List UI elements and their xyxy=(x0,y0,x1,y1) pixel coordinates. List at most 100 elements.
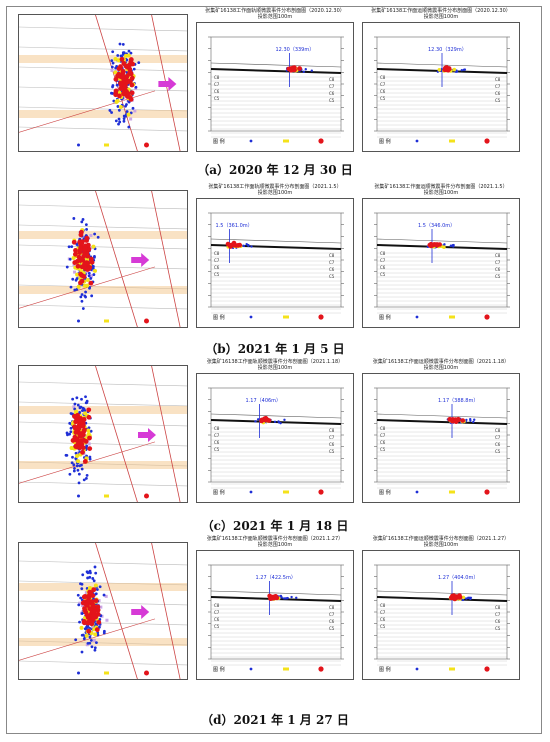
microseismic-event-high xyxy=(81,427,87,433)
microseismic-event-low xyxy=(110,59,114,62)
legend-blue-dot xyxy=(415,315,419,319)
microseismic-event-high xyxy=(92,609,97,615)
event-marker xyxy=(97,599,101,603)
legend-yellow-swatch xyxy=(104,494,109,498)
microseismic-event-high xyxy=(428,242,434,248)
microseismic-event-high xyxy=(74,428,80,434)
microseismic-event-mid xyxy=(437,67,442,72)
section-title-line1: 张集矿16138工作面运顺微震事件分布剖面图（2021.1.27） xyxy=(372,536,510,542)
stratum-label: C7 xyxy=(214,610,220,615)
microseismic-event-high xyxy=(113,88,119,94)
microseismic-event-low xyxy=(85,401,89,404)
microseismic-event-low xyxy=(75,243,79,246)
stratum-label: C8 xyxy=(380,251,386,256)
event-marker xyxy=(110,68,114,72)
plan-view-panel xyxy=(18,190,188,328)
mine-roadway-line xyxy=(19,600,187,606)
event-marker xyxy=(91,268,95,272)
microseismic-event-low xyxy=(111,92,114,95)
microseismic-event-high xyxy=(80,257,86,263)
microseismic-event-high xyxy=(118,80,123,86)
section-title: 张集矿16138工作面运顺微震事件分布剖面图（2021.1.27） 投影范围100… xyxy=(362,536,520,548)
stratum-label: C5 xyxy=(214,624,220,629)
microseismic-event-high xyxy=(268,596,273,601)
microseismic-event-low xyxy=(78,464,82,468)
legend-red-dot xyxy=(144,493,149,499)
stratum-label: C8 xyxy=(495,605,501,610)
mine-roadway-line xyxy=(19,204,187,210)
microseismic-event-low xyxy=(72,217,76,220)
microseismic-event-low xyxy=(71,397,75,401)
stratum-label: C7 xyxy=(214,433,220,438)
microseismic-event-high xyxy=(127,94,133,100)
microseismic-event-low xyxy=(80,397,83,401)
microseismic-event-high xyxy=(86,407,92,413)
legend-red-dot xyxy=(144,318,149,324)
microseismic-event-high xyxy=(79,273,85,278)
coal-panel-band xyxy=(19,638,187,646)
microseismic-event-low xyxy=(78,620,81,624)
microseismic-event-high xyxy=(95,611,101,617)
stratum-label: C8 xyxy=(329,253,335,258)
microseismic-event-high xyxy=(86,628,92,634)
microseismic-event-low xyxy=(88,575,92,579)
section-title-line1: 张集矿16138工作面轨顺微震事件分布剖面图（2021.1.27） xyxy=(206,536,344,542)
microseismic-event-mid xyxy=(113,57,118,62)
stratum-label: C8 xyxy=(214,426,220,431)
microseismic-event-low xyxy=(72,469,76,473)
microseismic-event-low xyxy=(77,472,81,476)
microseismic-event-low xyxy=(77,603,81,607)
plot-area xyxy=(376,387,508,483)
microseismic-event-high xyxy=(82,459,88,464)
microseismic-event-mid xyxy=(75,272,80,277)
microseismic-event-high xyxy=(113,76,119,82)
stratum-label: C7 xyxy=(329,612,335,617)
microseismic-event-high xyxy=(96,619,102,625)
coal-panel-band xyxy=(19,110,187,118)
microseismic-event-low xyxy=(73,466,76,470)
stratum-label: C8 xyxy=(495,253,501,258)
microseismic-event-high xyxy=(446,66,452,72)
microseismic-event-low xyxy=(112,99,116,103)
microseismic-event-high xyxy=(85,620,91,626)
stratum-label: C8 xyxy=(329,77,335,82)
microseismic-event-high xyxy=(72,251,78,257)
advance-direction-arrow xyxy=(131,253,150,267)
microseismic-event-low xyxy=(85,444,89,448)
microseismic-event-low xyxy=(87,274,91,278)
stratum-label: C5 xyxy=(329,98,335,103)
microseismic-event-low xyxy=(79,405,83,409)
stratum-label: C6 xyxy=(214,89,220,94)
microseismic-event-high xyxy=(81,417,87,422)
section-title-line1: 张集矿16138工作面运顺微震事件分布剖面图（2020.12.30） xyxy=(371,8,511,14)
microseismic-event-low xyxy=(102,593,106,597)
stratum-label: C6 xyxy=(380,440,386,445)
coal-panel-band xyxy=(19,461,187,469)
section-title-line1: 张集矿16138工作面轨顺微震事件分布剖面图（2020.12.30） xyxy=(205,8,345,14)
microseismic-event-low xyxy=(68,432,72,436)
microseismic-event-low xyxy=(87,426,91,430)
microseismic-event-high xyxy=(93,598,99,604)
microseismic-event-high xyxy=(95,604,101,610)
microseismic-event-high xyxy=(73,248,78,253)
legend-yellow-swatch xyxy=(449,315,455,319)
stratum-label: C6 xyxy=(380,265,386,270)
stratum-label: C8 xyxy=(329,428,335,433)
microseismic-event-low xyxy=(90,294,94,298)
stratum-label: C5 xyxy=(214,272,220,277)
microseismic-event-low xyxy=(131,106,135,110)
section-title: 张集矿16138工作面运顺微震事件分布剖面图（2020.12.30） 投影范围10… xyxy=(362,8,520,20)
microseismic-event-low xyxy=(465,418,468,422)
mine-roadway-line xyxy=(19,560,187,566)
legend-yellow-swatch xyxy=(283,315,289,319)
microseismic-event-high xyxy=(127,66,133,72)
microseismic-event-high xyxy=(113,92,119,98)
microseismic-event-mid xyxy=(126,53,131,58)
legend-blue-dot xyxy=(77,319,80,323)
legend-title: 图 例 xyxy=(213,314,225,321)
panel-graphic: C8 C8 C7 C7 C6 C6 C5 C5 12.30（329m） 图 例 xyxy=(374,36,510,145)
microseismic-event-low xyxy=(88,641,92,645)
stratum-label: C6 xyxy=(495,267,501,272)
event-marker xyxy=(92,639,96,643)
microseismic-event-low xyxy=(129,51,133,55)
